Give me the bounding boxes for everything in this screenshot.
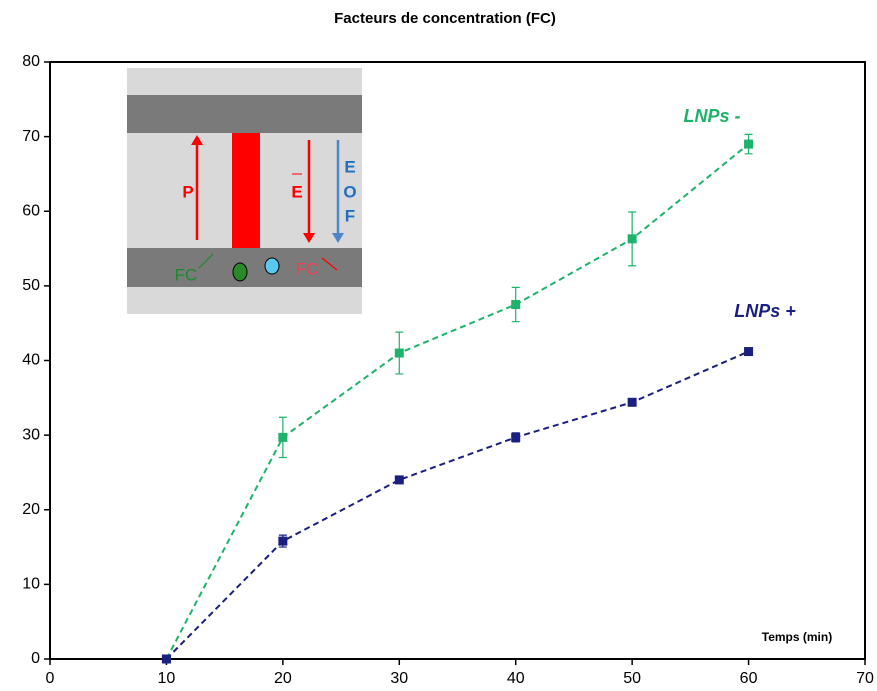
label: P xyxy=(182,182,193,201)
marker xyxy=(627,234,637,244)
arrow-head xyxy=(332,233,344,243)
marker xyxy=(627,397,637,407)
x-tick-label: 50 xyxy=(623,670,641,687)
marker xyxy=(278,536,288,546)
particle xyxy=(232,262,248,282)
marker xyxy=(511,300,521,310)
arrow-head xyxy=(191,135,203,145)
arrow-head xyxy=(303,233,315,243)
series-label: LNPs + xyxy=(734,301,796,321)
marker xyxy=(394,475,404,485)
y-tick-label: 50 xyxy=(22,277,40,294)
x-tick-label: 40 xyxy=(507,670,525,687)
x-tick-label: 30 xyxy=(390,670,408,687)
series-label: LNPs - xyxy=(683,106,740,126)
y-tick-label: 0 xyxy=(31,650,40,667)
x-tick-label: 60 xyxy=(740,670,758,687)
series-line xyxy=(165,350,749,660)
label: FC xyxy=(175,265,198,284)
y-tick-label: 40 xyxy=(22,352,40,369)
y-tick-label: 20 xyxy=(22,501,40,518)
x-axis-label: Temps (min) xyxy=(762,630,832,644)
x-tick-label: 20 xyxy=(274,670,292,687)
x-tick-label: 0 xyxy=(46,670,55,687)
label: E xyxy=(344,157,355,176)
label: FC xyxy=(296,259,319,278)
marker xyxy=(161,654,171,664)
chart-title: Facteurs de concentration (FC) xyxy=(334,10,556,27)
arrow xyxy=(198,253,214,269)
marker xyxy=(278,432,288,442)
marker xyxy=(744,347,754,357)
x-tick-label: 10 xyxy=(158,670,176,687)
marker xyxy=(744,139,754,149)
label: F xyxy=(345,206,355,225)
marker xyxy=(511,432,521,442)
inset-diagram: P E E O F FC FC xyxy=(127,68,362,314)
wall xyxy=(127,95,362,133)
arrow xyxy=(321,257,338,271)
y-tick-label: 70 xyxy=(22,128,40,145)
x-tick-label: 70 xyxy=(856,670,874,687)
y-tick-label: 80 xyxy=(22,53,40,70)
label: O xyxy=(343,182,356,201)
marker xyxy=(394,348,404,358)
y-tick-label: 60 xyxy=(22,202,40,219)
label: E xyxy=(291,182,302,201)
y-tick-label: 10 xyxy=(22,576,40,593)
y-tick-label: 30 xyxy=(22,426,40,443)
band xyxy=(232,133,260,248)
particle xyxy=(264,257,280,275)
